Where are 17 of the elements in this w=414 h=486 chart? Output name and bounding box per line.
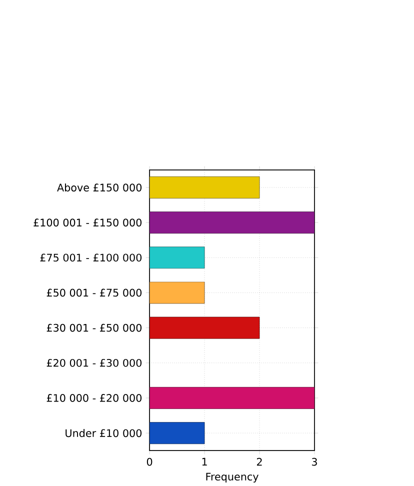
x-tick-label: 1 (202, 458, 208, 466)
bar (150, 212, 315, 234)
y-tick-label: Above £150 000 (57, 183, 142, 192)
x-axis-title: Frequency (206, 472, 259, 483)
y-tick-label: £20 001 - £30 000 (47, 358, 142, 367)
y-tick-label: £100 001 - £150 000 (34, 218, 142, 226)
x-tick-label: 0 (147, 458, 152, 466)
y-tick-label: £10 000 - £20 000 (47, 394, 142, 402)
bar (150, 387, 315, 409)
x-tick-label: 3 (312, 458, 318, 466)
y-tick-label: £50 001 - £75 000 (47, 288, 142, 297)
y-tick-label: Under £10 000 (66, 429, 142, 438)
y-tick-label: £30 001 - £50 000 (47, 324, 142, 332)
bar (150, 176, 260, 198)
x-tick-label: 2 (257, 458, 262, 466)
y-tick-label: £75 001 - £100 000 (40, 254, 142, 262)
bar (150, 316, 260, 339)
